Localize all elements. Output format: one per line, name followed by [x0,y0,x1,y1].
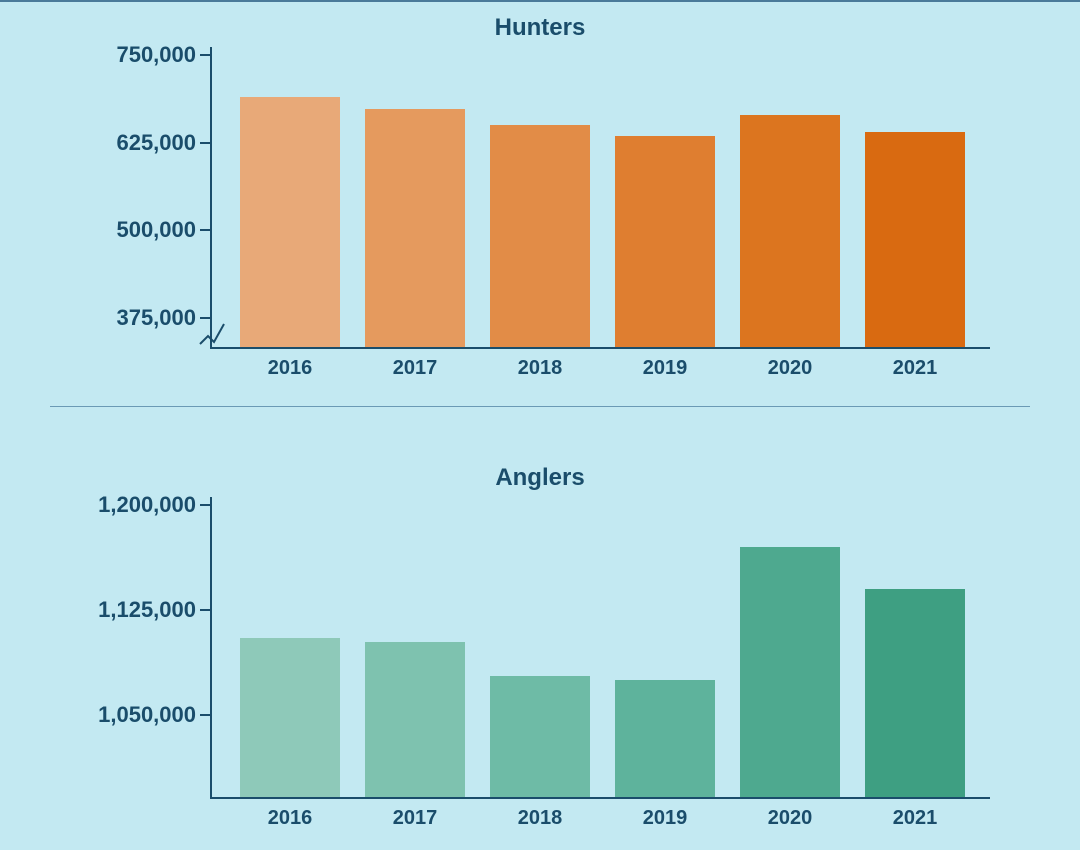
y-tick-mark [200,609,210,611]
bar [365,109,465,347]
bar [365,642,465,797]
x-axis-label: 2017 [393,357,438,380]
y-tick-label: 1,050,000 [98,702,196,728]
y-tick-label: 375,000 [116,305,196,331]
bar [240,638,340,797]
y-tick-label: 500,000 [116,217,196,243]
x-axis [210,797,990,799]
y-tick-label: 750,000 [116,42,196,68]
x-axis-label: 2016 [268,807,313,830]
x-axis-label: 2017 [393,807,438,830]
bar [740,115,840,348]
plot-area: 375,000500,000625,000750,000201620172018… [210,55,990,349]
hunters-chart: Hunters375,000500,000625,000750,00020162… [0,0,1080,400]
section-divider [50,406,1030,407]
x-axis-label: 2019 [643,807,688,830]
bar [490,125,590,347]
y-tick-mark [200,142,210,144]
bar [740,547,840,797]
y-tick-label: 1,200,000 [98,492,196,518]
x-axis-label: 2020 [768,357,813,380]
y-tick-mark [200,229,210,231]
bar [615,680,715,797]
bar [490,676,590,797]
x-axis-label: 2021 [893,807,938,830]
bar [240,97,340,347]
axis-break-icon [198,322,228,351]
y-tick-label: 625,000 [116,130,196,156]
x-axis-label: 2016 [268,357,313,380]
x-axis [210,347,990,349]
y-tick-label: 1,125,000 [98,597,196,623]
x-axis-label: 2021 [893,357,938,380]
y-axis [210,47,212,349]
x-axis-label: 2018 [518,807,563,830]
y-tick-mark [200,317,210,319]
y-tick-mark [200,504,210,506]
x-axis-label: 2018 [518,357,563,380]
bar [865,132,965,347]
x-axis-label: 2019 [643,357,688,380]
y-tick-mark [200,714,210,716]
bar [615,136,715,348]
y-axis [210,497,212,799]
chart-title: Anglers [0,450,1080,492]
y-tick-mark [200,54,210,56]
x-axis-label: 2020 [768,807,813,830]
bar [865,589,965,797]
anglers-chart: Anglers1,050,0001,125,0001,200,000201620… [0,450,1080,850]
chart-title: Hunters [0,0,1080,42]
plot-area: 1,050,0001,125,0001,200,0002016201720182… [210,505,990,799]
